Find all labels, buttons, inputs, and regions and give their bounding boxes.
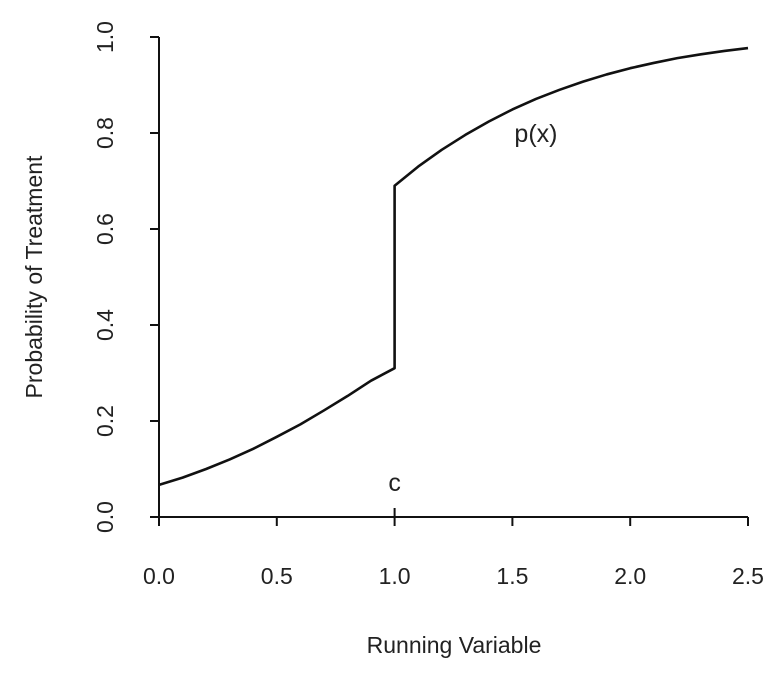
x-tick-label: 1.0 (379, 563, 411, 589)
x-tick-label: 1.5 (496, 563, 528, 589)
x-tick-label: 0.0 (143, 563, 175, 589)
axes: 0.0 0.5 1.0 1.5 2.0 2.5 0.0 0.2 0.4 0.6 0.8 1.0 (92, 21, 764, 589)
y-tick-label: 1.0 (92, 21, 118, 53)
y-tick-label: 0.0 (92, 501, 118, 533)
x-tick-label: 0.5 (261, 563, 293, 589)
y-tick-label: 0.6 (92, 213, 118, 245)
plot-area: c p(x) (158, 46, 749, 517)
y-tick-label: 0.2 (92, 405, 118, 437)
y-tick-label: 0.4 (92, 309, 118, 341)
series-line (158, 46, 749, 487)
series-label: p(x) (514, 120, 557, 148)
cutoff-label: c (388, 469, 401, 497)
x-tick-label: 2.0 (614, 563, 646, 589)
x-tick-label: 2.5 (732, 563, 764, 589)
y-axis-label: Probability of Treatment (21, 155, 47, 399)
y-tick-label: 0.8 (92, 117, 118, 149)
x-axis-label: Running Variable (367, 632, 542, 658)
